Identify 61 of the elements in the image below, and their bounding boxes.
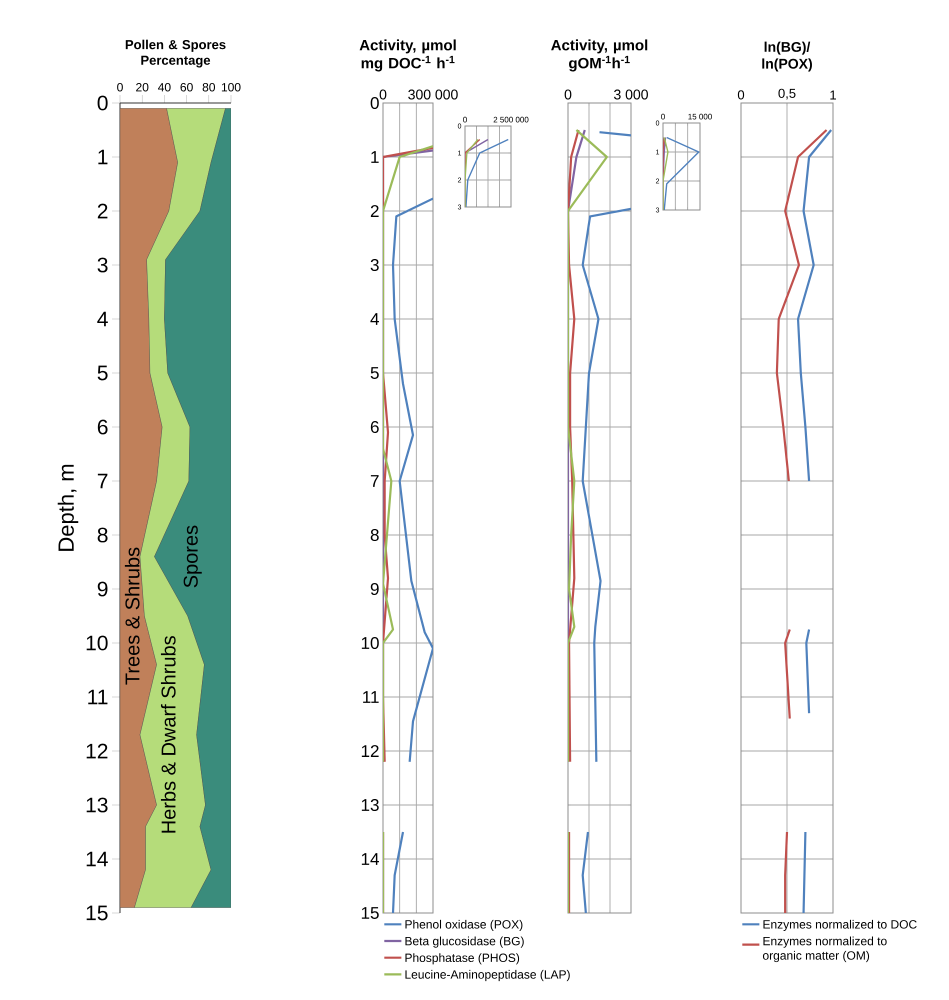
x-tick-label: 0 xyxy=(117,82,123,92)
legend-label: Phenol oxidase (POX) xyxy=(405,920,522,931)
series-label: Trees & Shrubs xyxy=(124,548,140,685)
y-tick-label: 10 xyxy=(362,636,379,650)
y-tick-label: 10 xyxy=(86,636,108,650)
chart-title: Pollen & Spores Percentage xyxy=(126,40,226,68)
y-tick-label: 7 xyxy=(370,475,379,487)
y-tick-label: 4 xyxy=(97,312,108,326)
y-tick-label: 9 xyxy=(98,582,108,596)
y-tick-label: 12 xyxy=(362,745,379,757)
y-tick-label: 15 xyxy=(86,906,108,920)
x-tick-label: 100 xyxy=(222,82,241,92)
y-tick-label: 13 xyxy=(86,798,108,812)
chart-title: ln(BG)/ ln(POX) xyxy=(762,42,812,72)
series-label: Herbs & Dwarf Shrubs xyxy=(160,636,176,833)
x-tick-label: 1 xyxy=(830,90,836,100)
y-axis-title: Depth, m xyxy=(58,464,78,551)
y-tick-label: 6 xyxy=(98,420,108,434)
x-tick-label: 0 xyxy=(738,90,744,100)
y-tick-label: 13 xyxy=(362,798,379,812)
chart-title: Activity, µmol mg DOC$^{-1}$ h$^{-1}$ xyxy=(360,39,456,72)
x-tick-label: 0 xyxy=(463,116,467,122)
y-tick-label: 9 xyxy=(370,582,379,596)
legend-label: Enzymes normalized to organic matter (OM) xyxy=(762,936,887,962)
y-tick-label: 14 xyxy=(362,853,379,865)
legend-label: Phosphatase (PHOS) xyxy=(405,953,520,964)
y-tick-label: 2 xyxy=(370,205,379,217)
x-tick-label: 2 500 000 xyxy=(494,116,528,122)
y-tick-label: 15 xyxy=(362,907,379,919)
legend-label: Beta glucosidase (BG) xyxy=(405,936,524,948)
x-tick-label: 3 000 xyxy=(614,90,648,100)
x-tick-label: 0 xyxy=(380,90,386,100)
legend-label: Leucine-Aminopeptidase (LAP) xyxy=(405,970,570,982)
y-tick-label: 4 xyxy=(370,313,379,325)
y-tick-label: 12 xyxy=(86,744,108,758)
x-tick-label: 60 xyxy=(180,82,193,92)
y-tick-label: 1 xyxy=(98,150,108,164)
y-tick-label: 1 xyxy=(371,151,379,163)
x-tick-label: 20 xyxy=(136,82,148,92)
y-tick-label: 11 xyxy=(363,691,379,703)
y-tick-label: 8 xyxy=(98,528,108,542)
series-label: Spores xyxy=(184,526,202,588)
x-tick-label: 80 xyxy=(202,82,216,92)
y-tick-label: 5 xyxy=(98,366,108,380)
y-tick-label: 8 xyxy=(370,528,379,542)
legend-label: Enzymes normalized to DOC xyxy=(763,920,917,932)
x-tick-label: 300 000 xyxy=(408,90,458,100)
x-tick-label: 0 xyxy=(661,114,665,120)
x-tick-label: 40 xyxy=(158,82,171,92)
x-tick-label: 15 000 xyxy=(688,114,712,120)
y-tick-label: 5 xyxy=(370,367,379,379)
y-tick-label: 6 xyxy=(370,420,379,434)
chart-title: Activity, µmol gOM$^{-1}$h$^{-1}$ xyxy=(551,39,648,72)
y-tick-label: 14 xyxy=(86,852,108,866)
y-tick-label: 3 xyxy=(370,258,379,272)
y-tick-label: 3 xyxy=(98,258,108,272)
y-tick-label: 11 xyxy=(88,690,108,704)
x-tick-label: 0,5 xyxy=(778,88,796,100)
y-tick-label: 2 xyxy=(98,204,108,218)
x-tick-label: 0 xyxy=(564,90,572,100)
y-tick-label: 7 xyxy=(98,474,108,488)
